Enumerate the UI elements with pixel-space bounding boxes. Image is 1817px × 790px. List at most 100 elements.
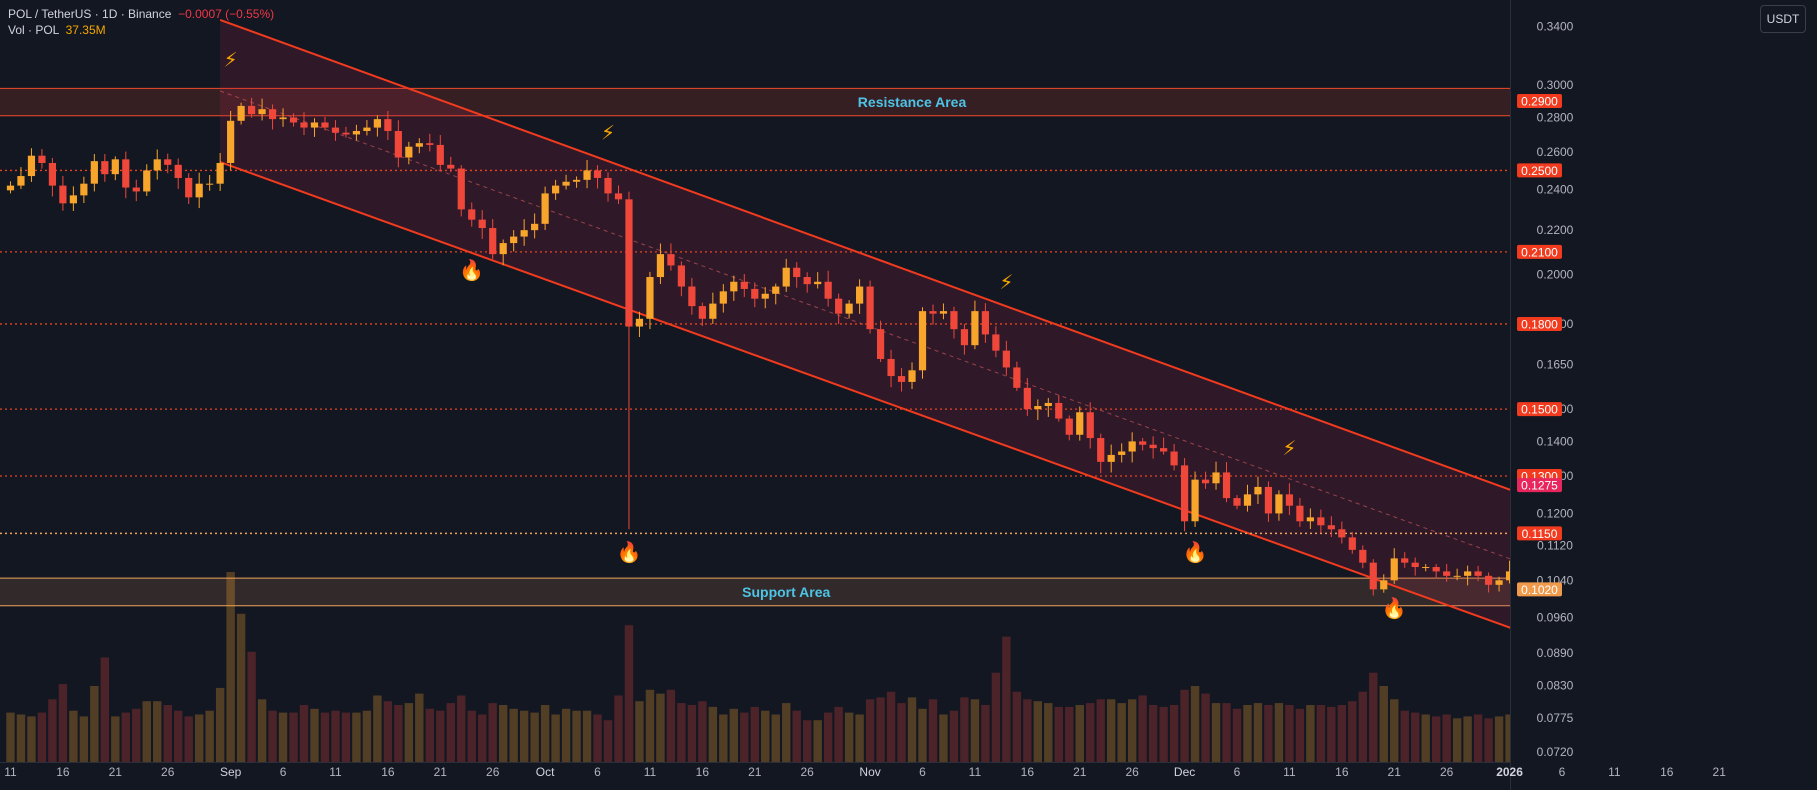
volume-bar [1232,708,1242,762]
volume-bar [1075,705,1084,762]
volume-bar [1054,706,1063,762]
volume-bar [1421,714,1430,762]
x-tick-label: 6 [594,765,601,779]
volume-bar [69,710,78,762]
x-tick-label: 11 [969,765,982,779]
volume-bar [666,689,676,762]
volume-bar [111,716,120,762]
y-tick-label: 0.0830 [1537,679,1574,693]
candle-body [1474,571,1482,576]
candle-body [457,168,465,210]
candle-body [814,281,822,285]
x-tick-label: 6 [280,765,287,779]
candle-body [1065,418,1073,435]
volume-bar [1295,708,1305,762]
volume-bar [603,720,613,762]
candle-body [300,122,308,128]
candle-body [1348,537,1356,550]
candle-body [1317,517,1325,526]
volume-bar [1327,706,1336,762]
volume-bar [1159,706,1168,762]
candle-body [572,179,581,182]
volume-bar [1169,705,1179,762]
candle-body [363,127,371,131]
volume-bar [1505,714,1514,762]
candle-body [227,120,235,163]
candle-body [1380,580,1388,590]
level-label-bg [1517,163,1562,178]
candle-body [772,286,780,294]
candle-body [27,155,36,177]
volume-bar [1106,699,1116,762]
volume-bar [226,572,235,762]
candle-body [499,243,507,255]
volume-bar [436,710,445,762]
volume-bar [215,687,225,762]
volume-bar [289,712,298,762]
candle-body [310,122,319,128]
candle-body [384,119,392,131]
volume-bar [530,712,539,762]
volume-bar [1431,716,1441,762]
volume-bar [1473,714,1483,762]
volume-bar [1316,705,1326,762]
volume-bar [58,684,68,762]
candle-body [394,130,402,158]
candle-body [1443,571,1451,576]
volume-label: Vol · POL [8,23,59,37]
x-tick-label: 21 [434,765,448,779]
volume-bar [236,613,246,762]
volume-bar [1400,710,1409,762]
level-label: 0.2500 [1521,164,1558,178]
candle-body [247,105,256,115]
volume-bar [184,716,193,762]
candle-body [751,288,759,299]
volume-bar [1127,699,1137,762]
candle-body [415,143,423,147]
candle-body [436,144,444,165]
price-change: −0.0007 (−0.55%) [178,7,275,21]
candle-body [48,162,57,186]
lightning-icon: ⚡ [224,49,238,71]
volume-bar [394,705,403,762]
volume-bar [509,708,518,762]
candle-body [174,164,182,178]
x-tick-label: 26 [1440,765,1454,779]
volume-bar [834,706,843,762]
volume-bar [1243,705,1252,762]
volume-bar [247,651,256,762]
volume-bar [949,710,959,762]
candle-body [1359,549,1367,563]
volume-bar [48,699,57,762]
level-label-bg [1517,582,1562,597]
volume-bar [341,712,351,762]
volume-bar [331,710,340,762]
candle-body [761,293,769,299]
x-tick-label: 6 [1234,765,1241,779]
x-tick-label: 11 [329,765,342,779]
volume-bar [1044,703,1053,762]
candle-body [69,195,77,204]
candle-body [531,223,539,231]
candle-body [352,130,361,135]
volume-bar [1390,699,1399,762]
volume-bar [918,708,927,762]
candle-body [268,109,277,120]
candle-body [939,311,948,314]
volume-bar [1348,701,1357,762]
level-label-bg [1517,316,1562,331]
candle-body [373,119,381,128]
volume-bar [1012,691,1022,762]
level-label-bg [1517,244,1562,259]
volume-bar [310,708,319,762]
volume-bar [1148,705,1158,762]
candle-body [38,155,46,163]
candle-body [992,334,1000,351]
candle-body [1170,451,1178,466]
candle-body [793,267,801,278]
candle-body [1023,387,1031,410]
x-tick-label: 21 [1073,765,1087,779]
candle-body [803,277,811,285]
currency-button[interactable]: USDT [1760,5,1806,33]
